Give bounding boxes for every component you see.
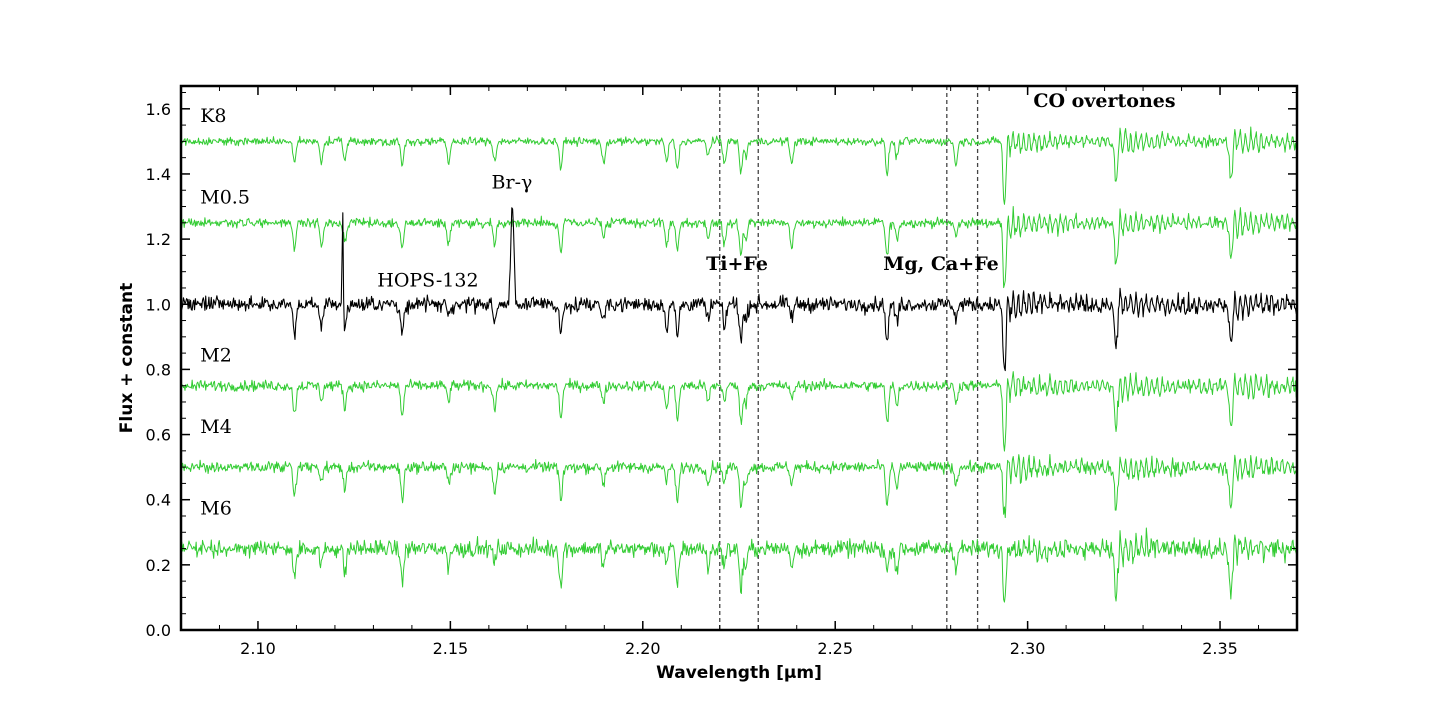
y-tick-label-3: 0.6 [146,426,171,445]
annotation-1: Ti+Fe [706,253,768,275]
series-label-0: K8 [200,105,226,127]
y-tick-label-2: 0.4 [146,491,171,510]
text-layer: 2.10 2.15 2.20 2.25 2.30 2.35 0.0 0.2 0.4 0.6 0.8 1… [117,90,1238,683]
x-tick-label-5: 2.35 [1202,639,1238,658]
annotation-0: Br-γ [492,172,533,194]
x-tick-label-0: 2.10 [240,639,276,658]
x-tick-label-1: 2.15 [433,639,469,658]
series-line-hops-132 [180,207,1298,372]
series-label-3: M2 [200,344,232,366]
series-line-m4 [180,454,1298,519]
annotation-2: Mg, Ca+Fe [883,253,998,275]
x-tick-label-4: 2.30 [1010,639,1046,658]
y-tick-label-6: 1.2 [146,230,171,249]
series-line-m6 [180,527,1298,603]
y-tick-label-4: 0.8 [146,360,171,379]
series-line-k8 [180,126,1298,205]
x-axis-title: Wavelength [μm] [656,663,822,683]
series-label-4: M4 [200,416,232,438]
y-tick-label-5: 1.0 [146,295,171,314]
series-line-m0-5 [180,205,1298,289]
x-tick-label-3: 2.25 [817,639,853,658]
series-line-m2 [180,371,1298,452]
y-axis-title: Flux + constant [117,283,137,433]
plot-frame [179,84,1299,632]
axes-layer [179,84,1299,632]
annotation-3: CO overtones [1033,90,1175,112]
y-tick-label-0: 0.0 [146,621,171,640]
series-label-1: M0.5 [200,186,250,208]
series-label-2: HOPS-132 [377,269,478,291]
series-layer [180,126,1298,603]
y-tick-label-1: 0.2 [146,556,171,575]
x-tick-label-2: 2.20 [625,639,661,658]
y-tick-label-8: 1.6 [146,100,171,119]
series-label-5: M6 [200,497,232,519]
y-tick-label-7: 1.4 [146,165,171,184]
